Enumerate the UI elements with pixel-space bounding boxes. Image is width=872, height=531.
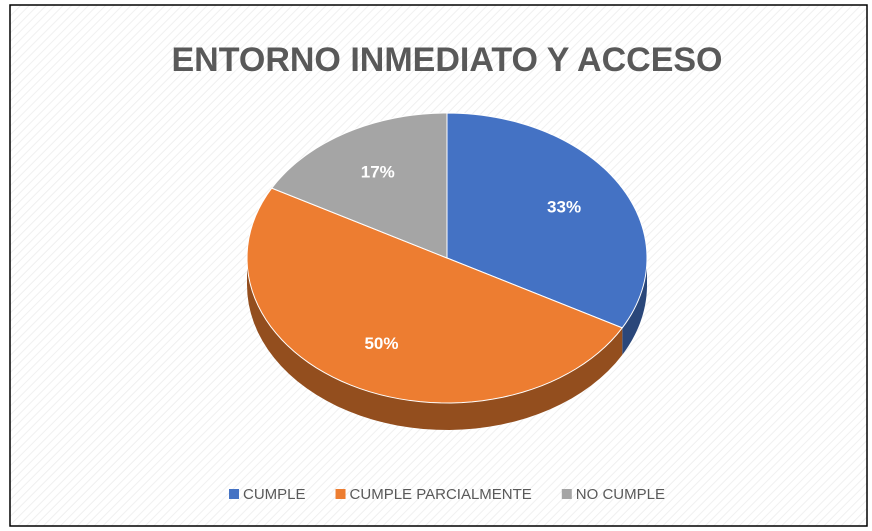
legend-label: CUMPLE xyxy=(243,486,306,503)
legend-item: CUMPLE xyxy=(229,486,306,503)
pie-side xyxy=(247,258,623,430)
data-label: 17% xyxy=(361,163,395,182)
data-label: 33% xyxy=(547,197,581,216)
data-label: 50% xyxy=(364,334,398,353)
pie: 33% 50% 17% xyxy=(246,112,648,430)
legend-swatch xyxy=(335,489,346,499)
pie-slice xyxy=(246,187,624,404)
legend: CUMPLE CUMPLE PARCIALMENTE NO CUMPLE xyxy=(229,486,665,503)
legend-swatch xyxy=(229,489,240,499)
chart-title: ENTORNO INMEDIATO Y ACCESO xyxy=(171,41,722,79)
legend-item: CUMPLE PARCIALMENTE xyxy=(335,486,532,503)
legend-swatch xyxy=(561,489,572,499)
legend-item: NO CUMPLE xyxy=(561,486,665,503)
pie-side xyxy=(622,258,647,355)
legend-label: CUMPLE PARCIALMENTE xyxy=(350,486,532,503)
pie-slice xyxy=(446,112,648,329)
legend-label: NO CUMPLE xyxy=(576,486,665,503)
pie-slice xyxy=(270,112,448,259)
